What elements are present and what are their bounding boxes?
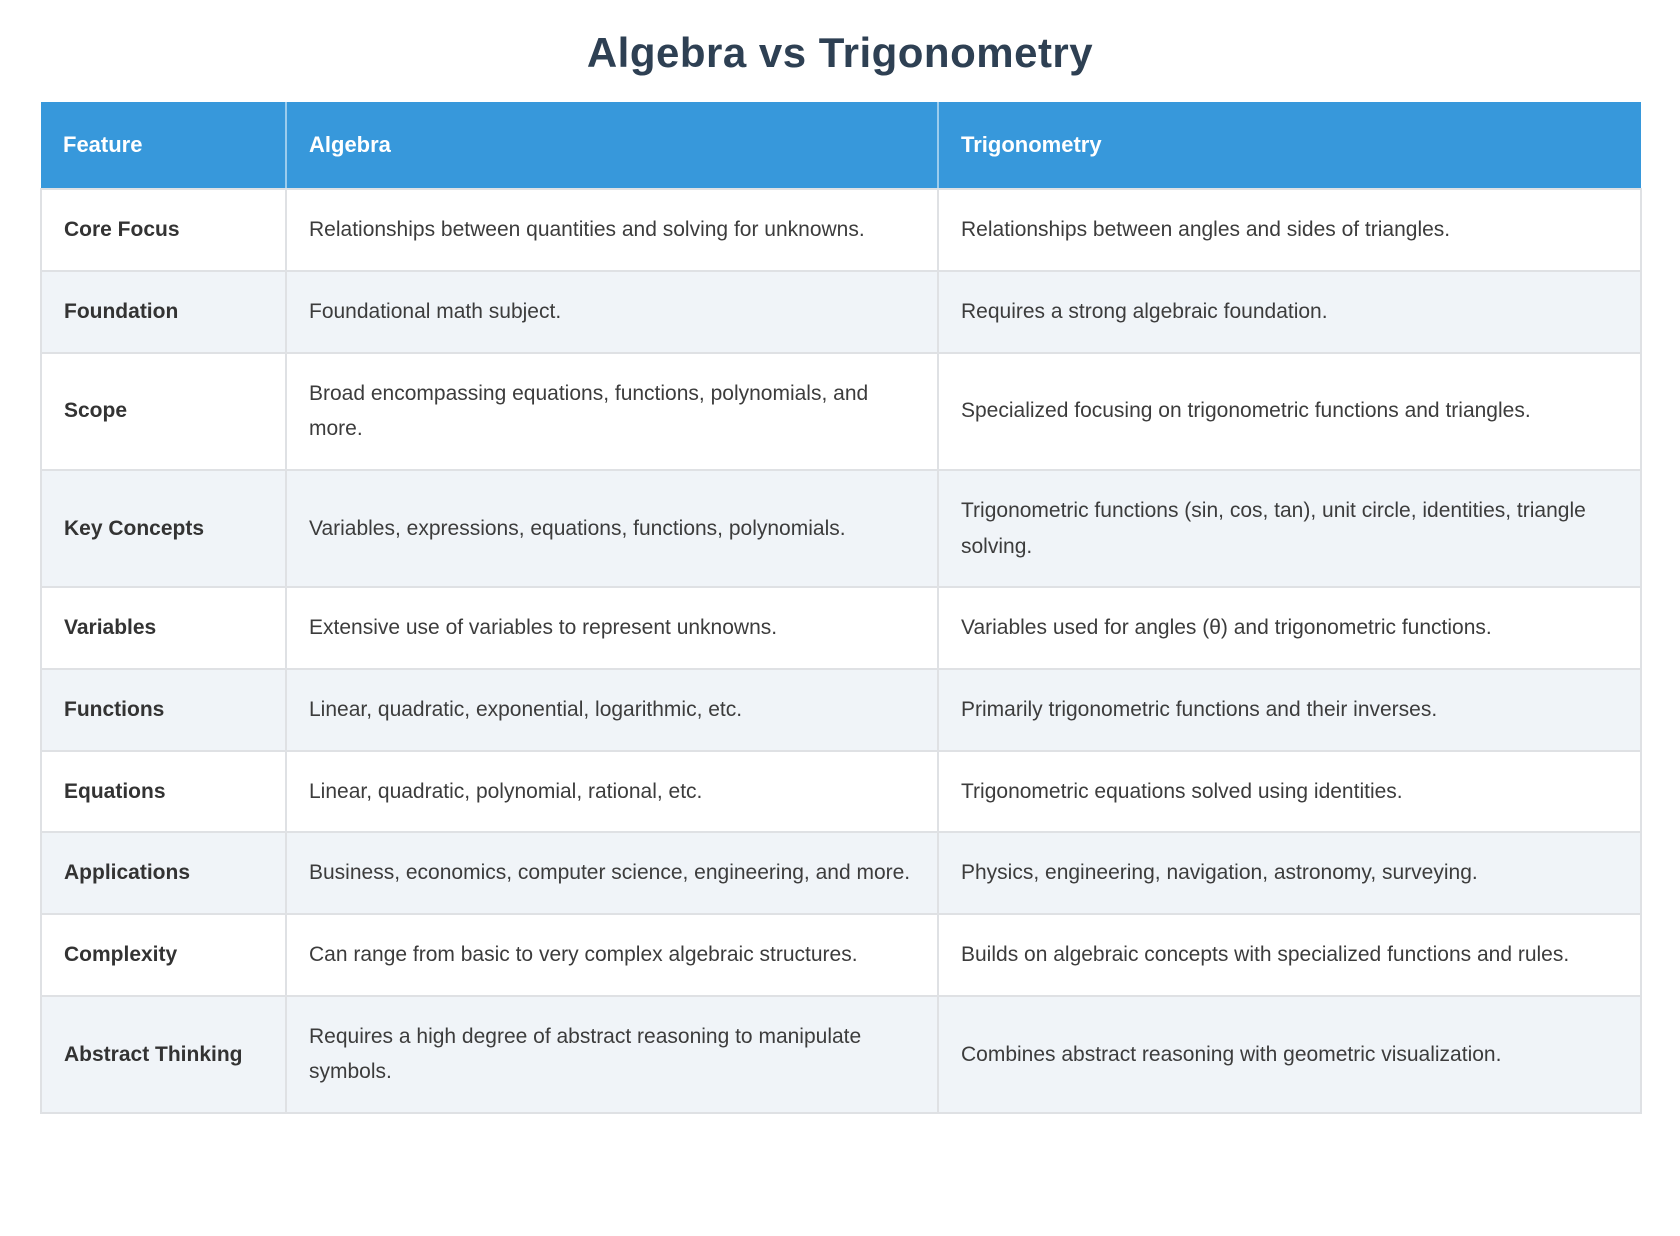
algebra-cell: Linear, quadratic, polynomial, rational,…	[285, 749, 939, 834]
feature-cell: Functions	[40, 668, 287, 752]
table-row: Applications Business, economics, comput…	[40, 831, 1642, 916]
trigonometry-cell: Combines abstract reasoning with geometr…	[937, 994, 1642, 1115]
algebra-cell: Broad encompassing equations, functions,…	[285, 351, 939, 471]
feature-cell: Key Concepts	[40, 468, 287, 589]
table-header-row: Feature Algebra Trigonometry	[41, 102, 1641, 191]
feature-cell: Equations	[40, 749, 287, 834]
feature-cell: Scope	[40, 351, 287, 471]
page-title: Algebra vs Trigonometry	[586, 29, 1094, 76]
algebra-cell: Foundational math subject.	[285, 269, 939, 354]
table-row: Key Concepts Variables, expressions, equ…	[40, 468, 1642, 589]
column-header-feature: Feature	[41, 102, 286, 191]
comparison-table: Feature Algebra Trigonometry Core Focus …	[40, 102, 1642, 1115]
algebra-cell: Can range from basic to very complex alg…	[285, 913, 939, 997]
feature-cell: Abstract Thinking	[40, 994, 287, 1115]
trigonometry-cell: Builds on algebraic concepts with specia…	[937, 913, 1642, 997]
table-body: Core Focus Relationships between quantit…	[40, 188, 1642, 1115]
table-row: Functions Linear, quadratic, exponential…	[40, 668, 1642, 752]
feature-cell: Variables	[40, 586, 287, 670]
trigonometry-cell: Primarily trigonometric functions and th…	[937, 668, 1642, 752]
feature-cell: Foundation	[40, 269, 287, 354]
trigonometry-cell: Trigonometric equations solved using ide…	[937, 749, 1642, 834]
feature-cell: Applications	[40, 831, 287, 916]
table-row: Variables Extensive use of variables to …	[40, 586, 1642, 670]
feature-cell: Complexity	[40, 913, 287, 997]
table-row: Abstract Thinking Requires a high degree…	[40, 994, 1642, 1115]
table-row: Equations Linear, quadratic, polynomial,…	[40, 749, 1642, 834]
algebra-cell: Variables, expressions, equations, funct…	[285, 468, 939, 589]
table-row: Core Focus Relationships between quantit…	[40, 188, 1642, 272]
algebra-cell: Relationships between quantities and sol…	[285, 188, 939, 272]
algebra-cell: Linear, quadratic, exponential, logarith…	[285, 668, 939, 752]
trigonometry-cell: Relationships between angles and sides o…	[937, 188, 1642, 272]
trigonometry-cell: Specialized focusing on trigonometric fu…	[937, 351, 1642, 471]
algebra-cell: Requires a high degree of abstract reaso…	[285, 994, 939, 1115]
table-row: Foundation Foundational math subject. Re…	[40, 269, 1642, 354]
table-row: Complexity Can range from basic to very …	[40, 913, 1642, 997]
trigonometry-cell: Trigonometric functions (sin, cos, tan),…	[937, 468, 1642, 589]
table-row: Scope Broad encompassing equations, func…	[40, 351, 1642, 471]
algebra-cell: Business, economics, computer science, e…	[285, 831, 939, 916]
trigonometry-cell: Requires a strong algebraic foundation.	[937, 269, 1642, 354]
column-header-trigonometry: Trigonometry	[937, 102, 1641, 191]
trigonometry-cell: Physics, engineering, navigation, astron…	[937, 831, 1642, 916]
algebra-cell: Extensive use of variables to represent …	[285, 586, 939, 670]
feature-cell: Core Focus	[40, 188, 287, 272]
column-header-algebra: Algebra	[285, 102, 938, 191]
trigonometry-cell: Variables used for angles (θ) and trigon…	[937, 586, 1642, 670]
